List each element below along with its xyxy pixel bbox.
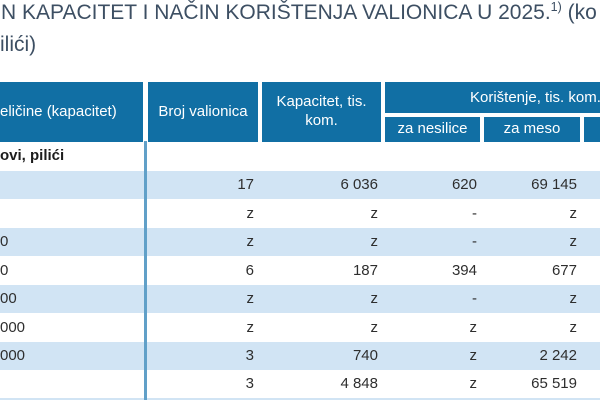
cell-layers: -: [472, 205, 477, 222]
cell-capacity: 4 848: [340, 375, 378, 392]
cell-meat: 69 145: [531, 176, 577, 193]
cell-label-fragment: 0: [0, 233, 9, 250]
cell-capacity: 740: [352, 347, 378, 364]
title-line1-text: N KAPACITET I NAČIN KORIŠTENJA VALIONICA…: [1, 1, 551, 24]
table-row: 00 z z - z: [0, 285, 600, 313]
header-usage-group-label: Korištenje, tis. kom.: [470, 89, 600, 106]
table-row: 000 3 740 z 2 242: [0, 342, 600, 370]
partial-next-row: [0, 398, 600, 400]
footnote-marker: 1): [550, 0, 562, 14]
cell-label-fragment: [0, 199, 140, 228]
cell-count: z: [246, 290, 255, 307]
title-line1-tail: (ko: [561, 1, 597, 24]
table-row: 17 6 036 620 69 145: [0, 171, 600, 199]
cell-label-fragment: 0: [0, 262, 9, 279]
header-usage-third-partial: [584, 117, 600, 142]
cell-layers: 394: [451, 262, 477, 279]
table-row: 0 6 187 394 677: [0, 256, 600, 285]
table-row: 0 z z - z: [0, 228, 600, 256]
header-usage-layers: za nesilice: [385, 117, 480, 142]
cell-meat: 65 519: [531, 375, 577, 392]
cell-capacity: z: [370, 290, 379, 307]
cell-layers: z: [469, 319, 478, 336]
header-usage-meat: za meso: [484, 117, 580, 142]
cell-count: 17: [237, 176, 254, 193]
column-divider-rule: [144, 141, 147, 400]
cell-layers: z: [469, 347, 478, 364]
cell-label-fragment: 000: [0, 319, 26, 336]
page-title: N KAPACITET I NAČIN KORIŠTENJA VALIONICA…: [1, 1, 597, 25]
cell-meat: z: [569, 319, 578, 336]
table-row: z z - z: [0, 199, 600, 228]
cell-capacity: z: [370, 319, 379, 336]
cell-label-fragment: [0, 171, 140, 199]
header-capacity: Kapacitet, tis. kom.: [262, 82, 381, 142]
cell-layers: 620: [451, 176, 477, 193]
cell-layers: -: [472, 233, 477, 250]
cell-layers: -: [472, 290, 477, 307]
cell-meat: 677: [551, 262, 577, 279]
header-usage-group: Korištenje, tis. kom.: [385, 82, 600, 113]
cell-count: 3: [245, 375, 254, 392]
cell-layers: z: [469, 375, 478, 392]
cell-capacity: z: [370, 205, 379, 222]
section-label: ovi, pilići: [0, 147, 65, 164]
cell-count: z: [246, 319, 255, 336]
cell-label-fragment: [0, 370, 140, 398]
table-row: 3 4 848 z 65 519: [0, 370, 600, 398]
section-row: ovi, pilići: [0, 142, 600, 171]
cell-count: 6: [245, 262, 254, 279]
cell-label-fragment: 00: [0, 290, 17, 307]
cell-capacity: 187: [352, 262, 378, 279]
cell-meat: z: [569, 233, 578, 250]
cell-label-fragment: 000: [0, 347, 26, 364]
cell-meat: 2 242: [539, 347, 577, 364]
table-row: 000 z z z z: [0, 313, 600, 342]
cell-capacity: z: [370, 233, 379, 250]
header-hatcheries-count: Broj valionica: [148, 82, 258, 142]
cell-meat: z: [569, 290, 578, 307]
header-size-groups: eličine (kapacitet): [0, 82, 143, 142]
cell-count: 3: [245, 347, 254, 364]
cell-count: z: [246, 233, 255, 250]
title-line2: ilići): [0, 33, 37, 56]
cell-meat: z: [569, 205, 578, 222]
cell-capacity: 6 036: [340, 176, 378, 193]
cell-count: z: [246, 205, 255, 222]
